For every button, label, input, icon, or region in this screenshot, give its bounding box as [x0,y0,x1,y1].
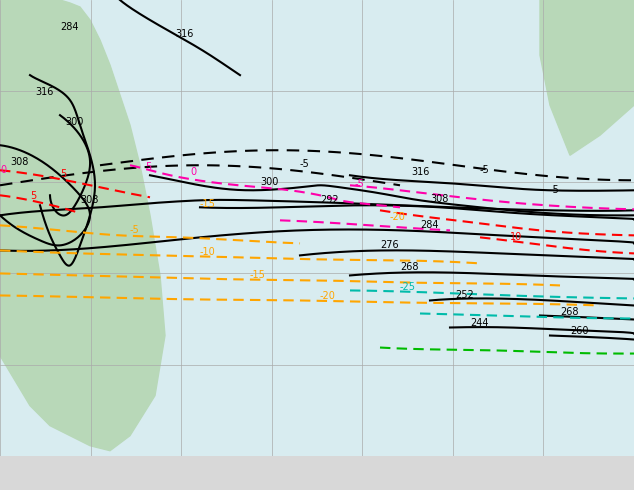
Text: 268: 268 [400,263,418,272]
Polygon shape [540,0,634,155]
Text: We 12-06-2024 06:00 UTC (00+150): We 12-06-2024 06:00 UTC (00+150) [340,463,540,473]
Text: 300: 300 [260,177,278,187]
Text: 316: 316 [411,167,429,177]
Text: 10W: 10W [413,469,432,478]
Text: 284: 284 [420,220,439,230]
Text: 30W: 30W [273,469,291,478]
Text: 40W: 40W [202,469,221,478]
Text: ©weatheronline.co.uk: ©weatheronline.co.uk [480,477,597,487]
Text: -15: -15 [250,270,266,280]
Text: -20: -20 [320,292,336,301]
Text: 244: 244 [470,318,489,327]
Text: 316: 316 [35,87,53,97]
Text: -20: -20 [390,212,406,222]
Text: 20E: 20E [626,469,634,478]
Text: 252: 252 [455,291,474,300]
Text: 0: 0 [190,167,196,177]
Text: 284: 284 [60,22,79,32]
Text: 0: 0 [491,469,496,478]
Text: 300: 300 [65,117,84,127]
Text: 20W: 20W [343,469,361,478]
Text: -5: -5 [550,185,560,196]
Text: 70W: 70W [0,469,10,478]
Text: 268: 268 [560,308,578,318]
Text: -10: -10 [200,247,216,257]
Text: -5: -5 [130,225,139,235]
Text: -15: -15 [200,199,216,209]
Text: -5: -5 [300,159,310,169]
Text: 10E: 10E [555,469,571,478]
Text: 60W: 60W [61,469,80,478]
Text: -25: -25 [400,282,416,293]
Text: 308: 308 [430,195,448,204]
Text: 260: 260 [570,325,588,336]
Text: 308: 308 [10,157,29,167]
Text: Height/Temp. 700 hPa [gdmp][°C] ECMWF: Height/Temp. 700 hPa [gdmp][°C] ECMWF [2,463,233,473]
Text: 0: 0 [0,165,6,175]
Text: 5: 5 [145,162,152,172]
Text: 276: 276 [380,241,399,250]
Text: 5: 5 [60,169,66,179]
Text: -5: -5 [480,165,489,175]
Text: 10: 10 [510,232,522,243]
Text: -5: -5 [355,179,365,189]
Text: 316: 316 [176,29,194,39]
Text: 5: 5 [30,191,36,201]
Polygon shape [0,0,165,451]
Text: 292: 292 [320,196,339,205]
Text: 50W: 50W [131,469,150,478]
Text: 308: 308 [80,196,98,205]
